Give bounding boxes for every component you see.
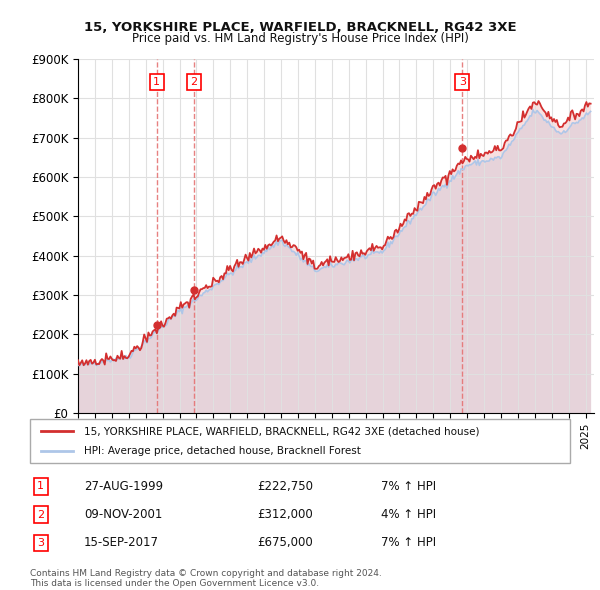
FancyBboxPatch shape <box>30 419 570 463</box>
Text: £675,000: £675,000 <box>257 536 313 549</box>
Text: 09-NOV-2001: 09-NOV-2001 <box>84 508 163 521</box>
Text: £312,000: £312,000 <box>257 508 313 521</box>
Text: 15-SEP-2017: 15-SEP-2017 <box>84 536 159 549</box>
Text: 2: 2 <box>190 77 197 87</box>
Text: HPI: Average price, detached house, Bracknell Forest: HPI: Average price, detached house, Brac… <box>84 446 361 455</box>
Text: 2: 2 <box>37 510 44 520</box>
Text: 7% ↑ HPI: 7% ↑ HPI <box>381 480 436 493</box>
Text: 1: 1 <box>153 77 160 87</box>
Text: 1: 1 <box>37 481 44 491</box>
Text: 15, YORKSHIRE PLACE, WARFIELD, BRACKNELL, RG42 3XE: 15, YORKSHIRE PLACE, WARFIELD, BRACKNELL… <box>83 21 517 34</box>
Text: Price paid vs. HM Land Registry's House Price Index (HPI): Price paid vs. HM Land Registry's House … <box>131 32 469 45</box>
Text: Contains HM Land Registry data © Crown copyright and database right 2024.: Contains HM Land Registry data © Crown c… <box>30 569 382 578</box>
Text: £222,750: £222,750 <box>257 480 313 493</box>
Text: 4% ↑ HPI: 4% ↑ HPI <box>381 508 436 521</box>
Text: 3: 3 <box>37 538 44 548</box>
Text: 27-AUG-1999: 27-AUG-1999 <box>84 480 163 493</box>
Text: 15, YORKSHIRE PLACE, WARFIELD, BRACKNELL, RG42 3XE (detached house): 15, YORKSHIRE PLACE, WARFIELD, BRACKNELL… <box>84 427 479 436</box>
Text: 7% ↑ HPI: 7% ↑ HPI <box>381 536 436 549</box>
Text: 3: 3 <box>459 77 466 87</box>
Text: This data is licensed under the Open Government Licence v3.0.: This data is licensed under the Open Gov… <box>30 579 319 588</box>
